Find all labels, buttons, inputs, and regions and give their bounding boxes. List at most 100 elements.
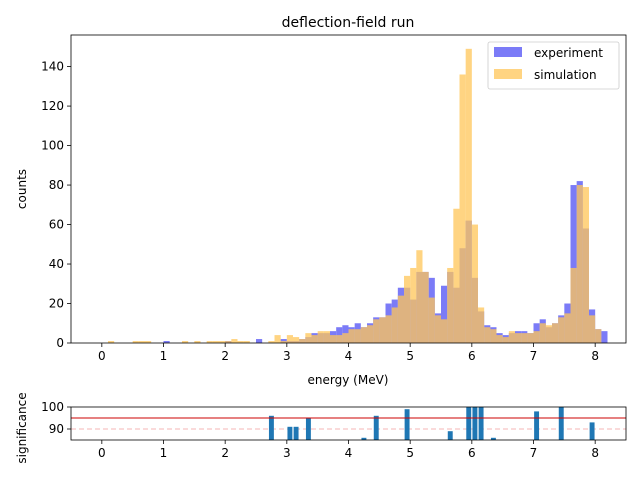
simulation-bar: [484, 327, 491, 343]
chart-title: deflection-field run: [282, 15, 415, 31]
simulation-bar: [595, 329, 602, 343]
main-histogram: deflection-field run 0 1 2 3 4 5 6 7 8 0 20 40 60 80…: [15, 15, 627, 387]
simulation-bar: [231, 339, 238, 343]
simulation-bar: [274, 335, 281, 343]
y-tick-label: 40: [49, 257, 64, 271]
simulation-bar: [243, 341, 250, 343]
simulation-bar: [336, 335, 343, 343]
sig-x-tick-label: 8: [591, 446, 599, 460]
significance-bar: [373, 415, 379, 440]
experiment-bar: [601, 331, 608, 343]
experiment-bar: [163, 341, 170, 343]
x-tick-label: 1: [160, 349, 168, 363]
simulation-bar: [391, 307, 398, 343]
legend-label-experiment: experiment: [534, 46, 603, 60]
simulation-bar: [558, 317, 565, 343]
y-axis-label: counts: [15, 169, 29, 209]
simulation-bar: [496, 335, 503, 343]
simulation-bar: [521, 333, 528, 343]
simulation-bar: [465, 48, 472, 343]
sig-x-ticks: 0 1 2 3 4 5 6 7 8: [98, 440, 599, 460]
simulation-bar: [576, 185, 583, 343]
experiment-bar: [256, 339, 263, 343]
simulation-bar: [502, 337, 509, 343]
simulation-bar: [397, 295, 404, 343]
simulation-bar: [206, 341, 213, 343]
simulation-bar: [434, 315, 441, 343]
x-tick-label: 5: [406, 349, 414, 363]
simulation-bar: [589, 315, 596, 343]
sig-y-tick-label: 90: [49, 422, 64, 436]
significance-bar: [293, 426, 299, 440]
simulation-bar: [237, 341, 244, 343]
legend-label-simulation: simulation: [534, 68, 597, 82]
significance-bar: [490, 437, 496, 440]
main-x-ticks: 0 1 2 3 4 5 6 7 8: [98, 343, 599, 363]
sig-x-tick-label: 0: [98, 446, 106, 460]
simulation-bar: [490, 329, 497, 343]
sig-x-tick-label: 3: [283, 446, 291, 460]
simulation-bar: [410, 267, 417, 343]
simulation-bar: [145, 341, 152, 343]
significance-bar: [558, 407, 564, 440]
simulation-bar: [422, 271, 429, 343]
simulation-bar: [367, 325, 374, 343]
experiment-bar: [280, 339, 287, 343]
simulation-bar: [299, 339, 306, 343]
simulation-bar: [354, 329, 361, 343]
legend-swatch-experiment: [494, 47, 522, 57]
simulation-bar: [317, 331, 324, 343]
simulation-bar: [508, 331, 515, 343]
sig-y-tick-label: 100: [41, 400, 64, 414]
simulation-bar: [416, 250, 423, 343]
significance-bar: [404, 409, 410, 440]
significance-bar: [305, 418, 311, 440]
x-tick-label: 2: [221, 349, 229, 363]
x-tick-label: 4: [345, 349, 353, 363]
sig-x-tick-label: 7: [530, 446, 538, 460]
y-tick-label: 100: [41, 139, 64, 153]
x-tick-label: 8: [591, 349, 599, 363]
simulation-bar: [552, 323, 559, 343]
simulation-bar: [360, 327, 367, 343]
simulation-bar: [225, 341, 232, 343]
sig-plot-area: [71, 407, 626, 440]
significance-bar: [478, 407, 484, 440]
simulation-bar: [342, 333, 349, 343]
y-tick-label: 140: [41, 60, 64, 74]
simulation-bar: [564, 313, 571, 343]
y-tick-label: 0: [56, 336, 64, 350]
simulation-bar: [108, 341, 115, 343]
simulation-bar: [441, 319, 448, 343]
sig-y-ticks: 90 100: [41, 400, 71, 436]
significance-bar: [472, 407, 478, 440]
simulation-bar: [132, 341, 139, 343]
significance-bar: [361, 437, 367, 440]
x-axis-label: energy (MeV): [308, 373, 389, 387]
simulation-bar: [138, 341, 145, 343]
sig-x-tick-label: 1: [160, 446, 168, 460]
significance-bar: [268, 415, 274, 440]
significance-bar: [534, 411, 540, 440]
simulation-bar: [182, 341, 189, 343]
experiment-bar: [570, 185, 577, 343]
experiment-bar: [441, 285, 448, 343]
x-tick-label: 6: [468, 349, 476, 363]
simulation-bar: [428, 297, 435, 343]
simulation-bar: [330, 335, 337, 343]
simulation-bar: [582, 187, 589, 343]
simulation-bar: [286, 335, 293, 343]
significance-chart: 0 1 2 3 4 5 6 7 8 90 100 significance: [15, 392, 627, 464]
significance-bar: [466, 407, 472, 440]
main-y-ticks: 0 20 40 60 80 100 120 140: [41, 60, 71, 350]
significance-bar: [287, 426, 293, 440]
simulation-bar: [293, 337, 300, 343]
simulation-bar: [533, 331, 540, 343]
simulation-bar: [453, 208, 460, 343]
simulation-bar: [385, 315, 392, 343]
y-tick-label: 20: [49, 297, 64, 311]
simulation-bar: [447, 267, 454, 343]
significance-bar: [447, 431, 453, 440]
simulation-bar: [373, 319, 380, 343]
